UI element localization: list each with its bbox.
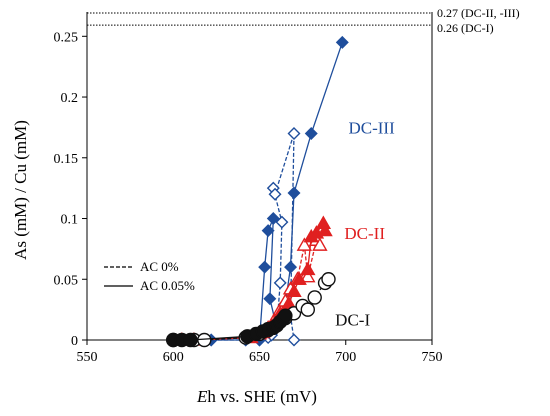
series-0-point-9: [275, 215, 289, 229]
series-5: [166, 308, 293, 348]
y-tick-label-4: 0.2: [61, 91, 79, 106]
y-tick-label-5: 0.25: [54, 30, 79, 45]
series-4-point-13: [321, 272, 336, 287]
series-4-point-10: [300, 302, 315, 317]
series-1-point-6: [261, 224, 275, 238]
series-1-point-7: [266, 212, 280, 226]
series-1-point-8: [263, 292, 277, 306]
series-0-point-14: [287, 333, 301, 347]
series-label-1: DC-II: [344, 224, 385, 243]
series: [166, 35, 349, 348]
series-4-point-11: [307, 290, 322, 305]
x-axis-label: Eh vs. SHE (mV): [196, 387, 317, 406]
y-tick-label-2: 0.1: [61, 213, 79, 228]
series-label-0: DC-III: [348, 118, 395, 137]
series-1-point-12: [287, 186, 301, 200]
legend: AC 0% AC 0.05%: [104, 259, 195, 293]
series-1-point-14: [335, 35, 349, 49]
x-tick-label-2: 650: [249, 350, 270, 365]
reference-line-label-0: 0.27 (DC-II, -III): [437, 6, 520, 20]
series-1-point-13: [304, 126, 318, 140]
legend-label-ac0: AC 0%: [140, 259, 179, 274]
x-axis-label-rest: h vs. SHE (mV): [207, 387, 317, 406]
series-2: [174, 232, 328, 346]
series-0-point-11: [268, 187, 282, 201]
y-tick-label-0: 0: [71, 334, 78, 349]
series-0-point-8: [273, 276, 287, 290]
series-2-point-10: [296, 237, 313, 251]
series-3-point-9: [300, 261, 316, 276]
x-tick-label-3: 700: [335, 350, 356, 365]
series-line-2: [181, 238, 321, 341]
y-axis-label: As (mM) / Cu (mM): [11, 120, 30, 260]
series-1-point-11: [284, 260, 298, 274]
y-tick-label-1: 0.05: [54, 273, 79, 288]
x-axis-label-italic: E: [196, 387, 208, 406]
legend-label-ac005: AC 0.05%: [140, 278, 195, 293]
ticks: 550 600 650 700 750 0 0.05 0.1 0.15 0.2 0.25: [54, 30, 443, 365]
x-tick-label-1: 600: [163, 350, 184, 365]
x-tick-label-4: 750: [422, 350, 443, 365]
series-1-point-5: [258, 260, 272, 274]
series-0-point-12: [287, 126, 301, 140]
reference-line-label-1: 0.26 (DC-I): [437, 21, 494, 35]
series-3-point-8: [291, 271, 307, 285]
series-label-2: DC-I: [335, 310, 370, 329]
series-2-point-13: [312, 237, 328, 251]
x-tick-label-0: 550: [77, 350, 98, 365]
series-3-point-13: [317, 222, 333, 237]
series-5-point-2: [183, 332, 198, 348]
series-3-point-7: [286, 283, 302, 297]
series-5-point-11: [278, 308, 293, 323]
axes: [86, 12, 433, 341]
series-2-point-11: [300, 268, 316, 283]
y-tick-label-3: 0.15: [54, 152, 79, 167]
series-labels: DC-III DC-II DC-I: [335, 118, 395, 329]
reference-lines: 0.27 (DC-II, -III)0.26 (DC-I): [87, 6, 520, 35]
